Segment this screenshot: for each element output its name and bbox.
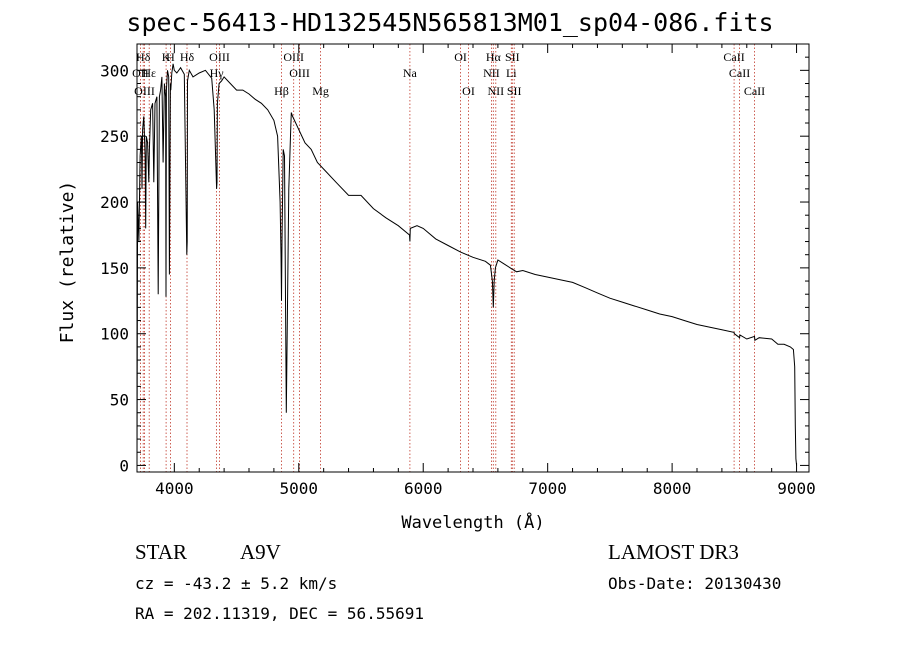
line-label-10: OIII xyxy=(283,50,304,64)
coordinates-text: RA = 202.11319, DEC = 56.55691 xyxy=(135,604,424,623)
observation-date: Obs-Date: 20130430 xyxy=(608,574,782,593)
line-label-5: H xyxy=(166,50,175,64)
line-label-15: OI xyxy=(462,84,475,98)
line-label-17: Hα xyxy=(486,50,502,64)
line-label-1: OII xyxy=(132,66,149,80)
line-label-8: OIII xyxy=(209,50,230,64)
line-label-11: OIII xyxy=(289,66,310,80)
line-label-6: Hδ xyxy=(180,50,195,64)
y-tick-label: 150 xyxy=(100,259,129,278)
line-label-9: Hβ xyxy=(274,84,289,98)
y-axis-label: Flux (relative) xyxy=(57,181,78,344)
chart-title: spec-56413-HD132545N565813M01_sp04-086.f… xyxy=(126,8,774,37)
line-label-19: Li xyxy=(506,66,517,80)
line-label-23: CaII xyxy=(729,66,750,80)
plot-frame xyxy=(136,43,810,473)
line-label-24: CaII xyxy=(744,84,765,98)
line-label-14: OI xyxy=(454,50,467,64)
x-tick-label: 6000 xyxy=(404,479,443,498)
object-subclass: A9V xyxy=(240,540,281,564)
y-tick-label: 200 xyxy=(100,193,129,212)
flux-series-line xyxy=(136,63,798,466)
y-tick-label: 300 xyxy=(100,61,129,80)
redshift-text: cz = -43.2 ± 5.2 km/s xyxy=(135,574,338,593)
y-tick-label: 250 xyxy=(100,127,129,146)
line-label-12: Mg xyxy=(312,84,329,98)
line-label-20: SII xyxy=(505,50,520,64)
y-tick-label: 100 xyxy=(100,325,129,344)
spectral-line-markers xyxy=(139,44,755,472)
x-tick-label: 4000 xyxy=(155,479,194,498)
x-tick-label: 8000 xyxy=(653,479,692,498)
x-tick-label: 5000 xyxy=(280,479,319,498)
line-label-0: Hδ xyxy=(136,50,151,64)
x-axis: 4000 5000 6000 7000 8000 9000 xyxy=(155,44,816,498)
line-label-2: OIII xyxy=(134,84,155,98)
line-label-7: Hγ xyxy=(210,66,225,80)
line-label-22: CaII xyxy=(723,50,744,64)
y-tick-label: 50 xyxy=(110,391,129,410)
survey-name: LAMOST DR3 xyxy=(608,540,739,564)
x-axis-label: Wavelength (Å) xyxy=(401,511,544,533)
x-tick-label: 7000 xyxy=(528,479,567,498)
y-axis: 0 50 100 150 200 250 300 xyxy=(100,56,809,475)
line-label-16: NII xyxy=(483,66,500,80)
y-tick-label: 0 xyxy=(119,456,129,475)
x-tick-label: 9000 xyxy=(777,479,816,498)
line-label-4: K xyxy=(162,50,171,64)
line-label-3: Hε xyxy=(142,66,156,80)
object-class: STAR xyxy=(135,540,187,564)
line-label-21: SII xyxy=(507,84,522,98)
line-label-18: NII xyxy=(487,84,504,98)
line-label-13: Na xyxy=(403,66,418,80)
